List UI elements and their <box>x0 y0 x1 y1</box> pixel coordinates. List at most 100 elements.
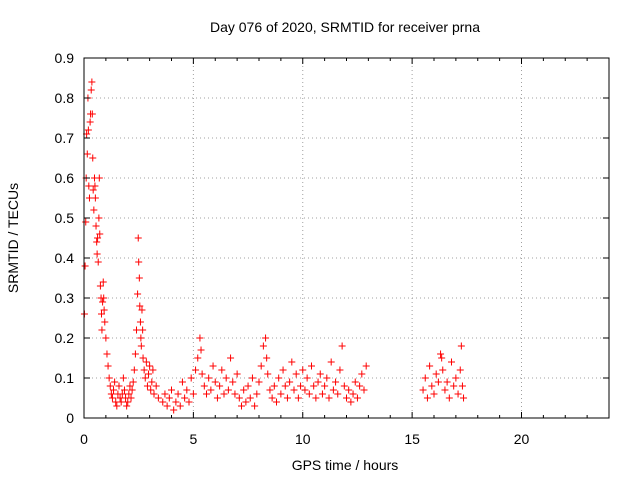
data-point <box>105 374 113 382</box>
data-point <box>334 390 342 398</box>
data-point <box>314 378 322 386</box>
data-point <box>85 194 93 202</box>
data-point <box>430 390 438 398</box>
data-point <box>82 218 90 226</box>
data-point <box>140 366 148 374</box>
plot-frame <box>83 57 610 419</box>
y-tick-labels: 0 0.1 0.2 0.3 0.4 0.5 0.6 0.7 0.8 0.9 <box>55 50 75 426</box>
y-tick-label: 0.5 <box>55 210 75 226</box>
data-point <box>270 382 278 390</box>
data-point <box>139 354 147 362</box>
data-point <box>165 394 173 402</box>
data-point <box>360 386 368 394</box>
data-points <box>80 78 468 414</box>
data-point <box>117 398 125 406</box>
data-point <box>227 354 235 362</box>
data-point <box>347 398 355 406</box>
data-point <box>235 394 243 402</box>
data-point <box>197 346 205 354</box>
data-point <box>338 342 346 350</box>
data-point <box>126 382 134 390</box>
data-point <box>423 394 431 402</box>
data-point <box>419 386 427 394</box>
data-point <box>142 358 150 366</box>
data-point <box>329 386 337 394</box>
data-point <box>450 382 458 390</box>
data-point <box>251 402 259 410</box>
data-point <box>240 386 248 394</box>
data-point <box>441 386 449 394</box>
data-point <box>120 386 128 394</box>
y-axis-label: SRMTID / TECUs <box>5 183 21 293</box>
data-point <box>93 250 101 258</box>
data-point <box>91 182 99 190</box>
data-point <box>262 334 270 342</box>
data-point <box>246 394 254 402</box>
data-point <box>233 370 241 378</box>
data-point <box>203 390 210 398</box>
data-point <box>98 310 105 318</box>
data-point <box>174 390 182 398</box>
data-point <box>290 386 298 394</box>
data-point <box>336 366 344 374</box>
data-point <box>362 362 370 370</box>
data-point <box>426 362 434 370</box>
data-point <box>321 382 329 390</box>
data-point <box>94 234 102 242</box>
y-tick-label: 0.9 <box>55 50 75 66</box>
data-point <box>135 274 143 282</box>
chart-title: Day 076 of 2020, SRMTID for receiver prn… <box>210 19 480 35</box>
data-point <box>421 374 429 382</box>
data-point <box>146 362 154 370</box>
y-tick-label: 0.2 <box>55 330 75 346</box>
data-point <box>460 394 468 402</box>
data-point <box>124 398 132 406</box>
data-point <box>139 326 147 334</box>
data-point <box>218 366 226 374</box>
data-point <box>181 394 189 402</box>
data-point <box>292 370 300 378</box>
data-point <box>310 382 318 390</box>
data-point <box>159 398 167 406</box>
data-point <box>147 386 155 394</box>
data-point <box>294 394 302 402</box>
data-point <box>231 390 239 398</box>
data-point <box>248 374 256 382</box>
data-point <box>286 378 294 386</box>
data-point <box>456 366 464 374</box>
data-point <box>86 118 94 126</box>
data-point <box>149 366 157 374</box>
data-point <box>187 374 195 382</box>
data-point <box>437 350 445 358</box>
data-point <box>100 306 108 314</box>
data-point <box>192 366 200 374</box>
data-point <box>220 390 228 398</box>
axis-ticks <box>84 57 609 419</box>
data-point <box>87 86 95 94</box>
data-point <box>95 174 103 182</box>
data-point <box>457 342 465 350</box>
data-point <box>90 206 98 214</box>
data-point <box>106 382 114 390</box>
data-point <box>253 390 261 398</box>
data-point <box>133 326 140 334</box>
data-point <box>161 390 169 398</box>
data-point <box>257 362 265 370</box>
grid-lines <box>84 58 609 418</box>
data-point <box>102 334 110 342</box>
data-point <box>99 278 107 286</box>
data-point <box>275 374 283 382</box>
data-point <box>138 306 146 314</box>
x-tick-label: 5 <box>189 431 197 447</box>
data-point <box>211 378 219 386</box>
data-point <box>213 394 221 402</box>
y-tick-label: 0.6 <box>55 170 75 186</box>
data-point <box>209 362 217 370</box>
data-point <box>244 382 252 390</box>
data-point <box>283 394 291 402</box>
data-point <box>443 378 451 386</box>
data-point <box>150 390 158 398</box>
data-point <box>323 374 331 382</box>
data-point <box>200 382 208 390</box>
data-point <box>432 370 440 378</box>
